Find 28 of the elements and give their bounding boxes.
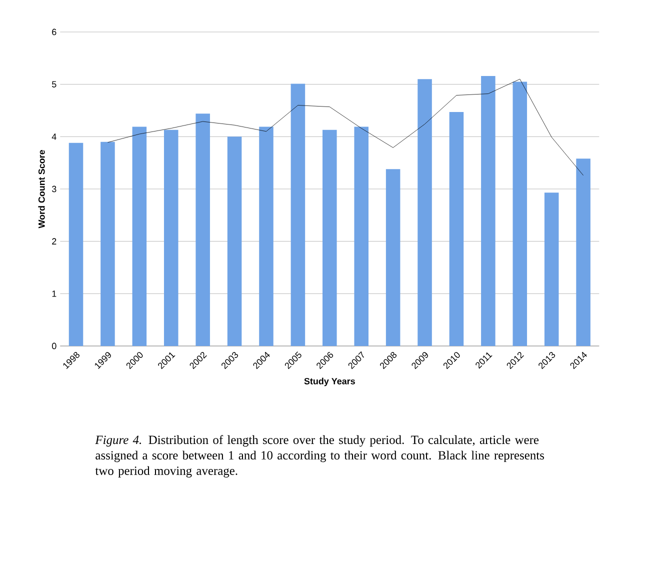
- bar: [322, 130, 337, 346]
- bar: [354, 126, 368, 346]
- x-axis-title: Study Years: [304, 378, 355, 386]
- bar: [512, 82, 528, 346]
- y-tick-label: 6: [52, 28, 56, 36]
- bar: [449, 112, 464, 346]
- bar: [576, 158, 590, 346]
- bar: [418, 79, 432, 346]
- bar: [259, 126, 274, 346]
- bar: [544, 192, 559, 346]
- y-tick-label: 3: [52, 186, 56, 192]
- y-tick-label: 2: [52, 238, 56, 244]
- bar: [132, 126, 147, 346]
- bar: [481, 76, 496, 346]
- bar: [386, 169, 400, 346]
- bar: [164, 130, 178, 346]
- text: Figure 4. Distribution of length score over the study period. To calculate, article were assigned a score between 1 and 10 according to their word count. Black line represents two period moving average.: [95, 435, 544, 478]
- y-tick-label: 5: [52, 81, 56, 88]
- bar: [196, 114, 210, 346]
- y-tick-label: 4: [52, 134, 56, 140]
- y-axis-title: Word Count Score: [38, 150, 45, 228]
- y-tick-label: 1: [52, 290, 56, 297]
- bar: [68, 142, 84, 346]
- bar: [290, 84, 306, 346]
- bar: [227, 136, 242, 346]
- y-tick-label: 0: [52, 342, 56, 350]
- line-series: [108, 78, 584, 176]
- bar: [100, 142, 115, 346]
